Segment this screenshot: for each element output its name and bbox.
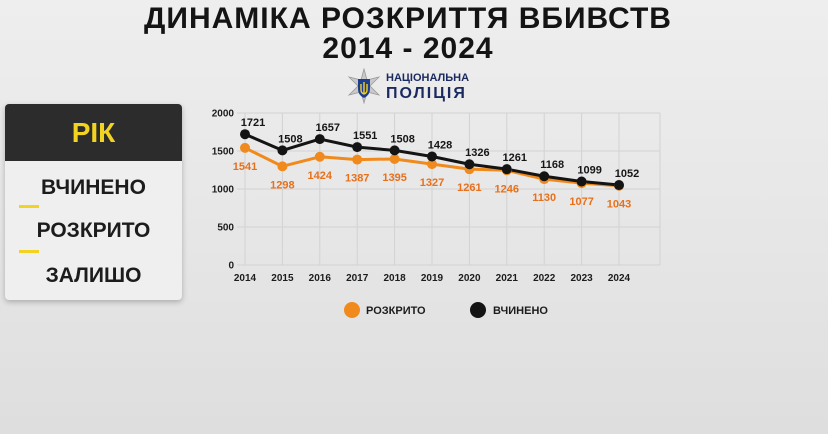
solved-data-label: 1327 bbox=[420, 177, 444, 189]
title-line-2: 2014 - 2024 bbox=[322, 32, 494, 65]
committed-data-label: 1168 bbox=[540, 159, 564, 171]
solved-point bbox=[389, 153, 400, 164]
x-tick-label: 2018 bbox=[383, 273, 406, 284]
committed-point bbox=[614, 180, 624, 191]
y-tick-label: 2000 bbox=[212, 109, 235, 120]
chart-title: ДИНАМІКА РОЗКРИТТЯ ВБИВСТВ 2014 - 2024 bbox=[100, 4, 716, 64]
x-tick-label: 2016 bbox=[309, 273, 332, 284]
solved-data-label: 1043 bbox=[607, 199, 631, 211]
x-tick-label: 2019 bbox=[421, 273, 444, 284]
logo-text-line-1: НАЦІОНАЛЬНА bbox=[386, 72, 470, 84]
x-tick-label: 2021 bbox=[496, 273, 519, 284]
police-emblem-icon bbox=[347, 68, 381, 104]
logo-text-line-2: ПОЛІЦІЯ bbox=[386, 85, 467, 102]
x-tick-label: 2014 bbox=[234, 273, 257, 284]
committed-point bbox=[539, 171, 550, 182]
committed-data-label: 1428 bbox=[428, 139, 452, 151]
x-tick-label: 2022 bbox=[533, 273, 556, 284]
legend-committed-label: ВЧИНЕНО bbox=[493, 305, 548, 317]
side-legend-heading: РІК bbox=[71, 116, 116, 148]
y-tick-label: 1500 bbox=[212, 147, 235, 158]
y-tick-label: 500 bbox=[217, 223, 234, 234]
x-tick-label: 2024 bbox=[608, 273, 631, 284]
solved-point bbox=[352, 154, 363, 165]
side-legend-panel: РІК ВЧИНЕНО РОЗКРИТО ЗАЛИШО bbox=[5, 104, 182, 300]
committed-data-label: 1326 bbox=[465, 147, 489, 159]
solved-data-label: 1130 bbox=[532, 192, 556, 204]
solved-data-label: 1077 bbox=[569, 196, 593, 208]
committed-data-label: 1508 bbox=[390, 133, 414, 145]
side-legend-item-remaining: ЗАЛИШО bbox=[45, 264, 142, 287]
side-legend-item-solved: РОЗКРИТО bbox=[36, 219, 151, 242]
legend-solved-label: РОЗКРИТО bbox=[366, 305, 426, 317]
committed-data-label: 1721 bbox=[241, 117, 265, 129]
solved-data-label: 1261 bbox=[457, 182, 481, 194]
committed-point bbox=[389, 145, 400, 156]
side-legend-divider bbox=[19, 205, 39, 208]
solved-data-label: 1387 bbox=[345, 173, 369, 185]
solved-point bbox=[427, 159, 437, 170]
committed-data-label: 1508 bbox=[278, 133, 302, 145]
x-tick-label: 2020 bbox=[458, 273, 481, 284]
legend-committed-marker bbox=[470, 302, 486, 318]
solved-point bbox=[314, 151, 325, 162]
solved-data-label: 1541 bbox=[233, 161, 257, 173]
committed-point bbox=[277, 145, 288, 156]
solved-data-label: 1424 bbox=[308, 170, 333, 182]
solved-data-label: 1246 bbox=[495, 183, 519, 195]
solved-data-label: 1298 bbox=[270, 179, 294, 191]
y-tick-label: 1000 bbox=[212, 185, 235, 196]
committed-point bbox=[576, 176, 587, 187]
x-tick-label: 2015 bbox=[271, 273, 294, 284]
solved-point bbox=[277, 161, 288, 172]
committed-point bbox=[501, 164, 512, 175]
committed-data-label: 1261 bbox=[503, 152, 527, 164]
side-legend-header: РІК bbox=[5, 104, 182, 161]
x-tick-label: 2017 bbox=[346, 273, 369, 284]
committed-data-label: 1099 bbox=[577, 164, 601, 176]
committed-point bbox=[464, 159, 475, 170]
committed-point bbox=[352, 142, 363, 153]
y-tick-label: 0 bbox=[228, 261, 234, 272]
committed-point bbox=[314, 134, 325, 145]
committed-data-label: 1052 bbox=[615, 168, 639, 180]
title-line-1: ДИНАМІКА РОЗКРИТТЯ ВБИВСТВ bbox=[144, 2, 672, 35]
police-logo: НАЦІОНАЛЬНА ПОЛІЦІЯ bbox=[346, 68, 486, 104]
committed-point bbox=[240, 129, 250, 140]
solved-data-label: 1395 bbox=[382, 172, 406, 184]
legend-solved-marker bbox=[344, 302, 360, 318]
committed-data-label: 1657 bbox=[316, 122, 340, 134]
side-legend-item-committed: ВЧИНЕНО bbox=[41, 176, 146, 199]
x-tick-label: 2023 bbox=[570, 273, 593, 284]
committed-data-label: 1551 bbox=[353, 130, 377, 142]
side-legend-divider bbox=[19, 250, 39, 253]
solved-point bbox=[240, 142, 250, 153]
committed-point bbox=[427, 151, 437, 162]
